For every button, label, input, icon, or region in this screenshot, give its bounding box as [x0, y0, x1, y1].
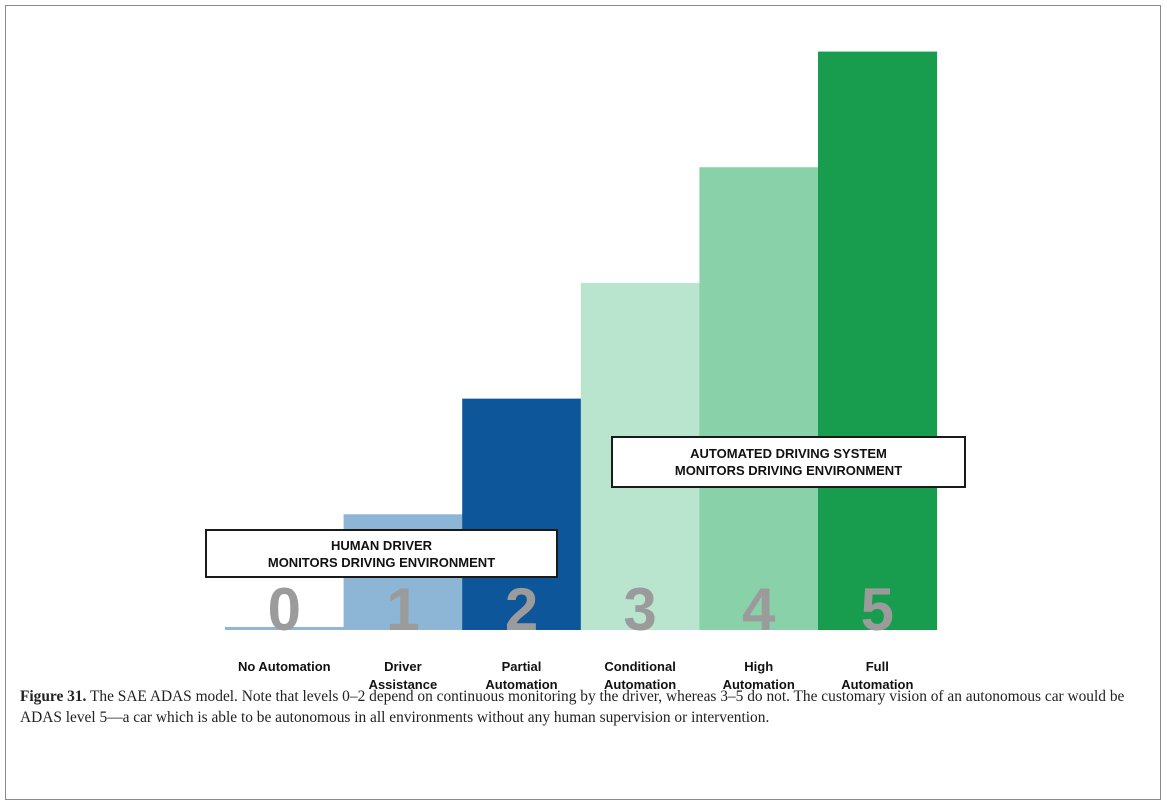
bar-level-4: [699, 167, 819, 631]
level-numeral-3: 3: [623, 576, 656, 643]
level-name-5-line-1: Automation: [841, 677, 913, 690]
human-driver-annotation: HUMAN DRIVER MONITORS DRIVING ENVIRONMEN…: [205, 529, 558, 578]
sae-levels-chart: 0 No Automation 1 Driver Assistance 2 Partial A…: [225, 51, 938, 690]
bar-level-5: [818, 51, 938, 631]
level-name-5-line-0: Full: [866, 659, 889, 674]
level-name-1-line-1: Assistance: [369, 677, 438, 690]
figure-caption: Figure 31. The SAE ADAS model. Note that…: [20, 686, 1145, 728]
level-name-3-line-1: Automation: [604, 677, 676, 690]
level-numeral-2: 2: [505, 576, 538, 643]
bar-level-2: [462, 398, 582, 630]
caption-label: Figure 31.: [20, 688, 87, 705]
level-numeral-1: 1: [386, 576, 419, 643]
level-name-2-line-0: Partial: [502, 659, 542, 674]
automated-system-annotation: AUTOMATED DRIVING SYSTEM MONITORS DRIVIN…: [611, 436, 966, 488]
level-name-4-line-1: Automation: [723, 677, 795, 690]
bar-level-0: [225, 627, 345, 630]
level-numeral-0: 0: [268, 576, 301, 643]
level-name-2-line-1: Automation: [485, 677, 557, 690]
level-name-0-line-0: No Automation: [238, 659, 331, 674]
level-numeral-4: 4: [742, 576, 776, 643]
level-numeral-5: 5: [861, 576, 894, 643]
level-name-1-line-0: Driver: [384, 659, 422, 674]
level-name-3-line-0: Conditional: [604, 659, 676, 674]
caption-text: The SAE ADAS model. Note that levels 0–2…: [20, 688, 1125, 726]
level-name-4-line-0: High: [744, 659, 773, 674]
